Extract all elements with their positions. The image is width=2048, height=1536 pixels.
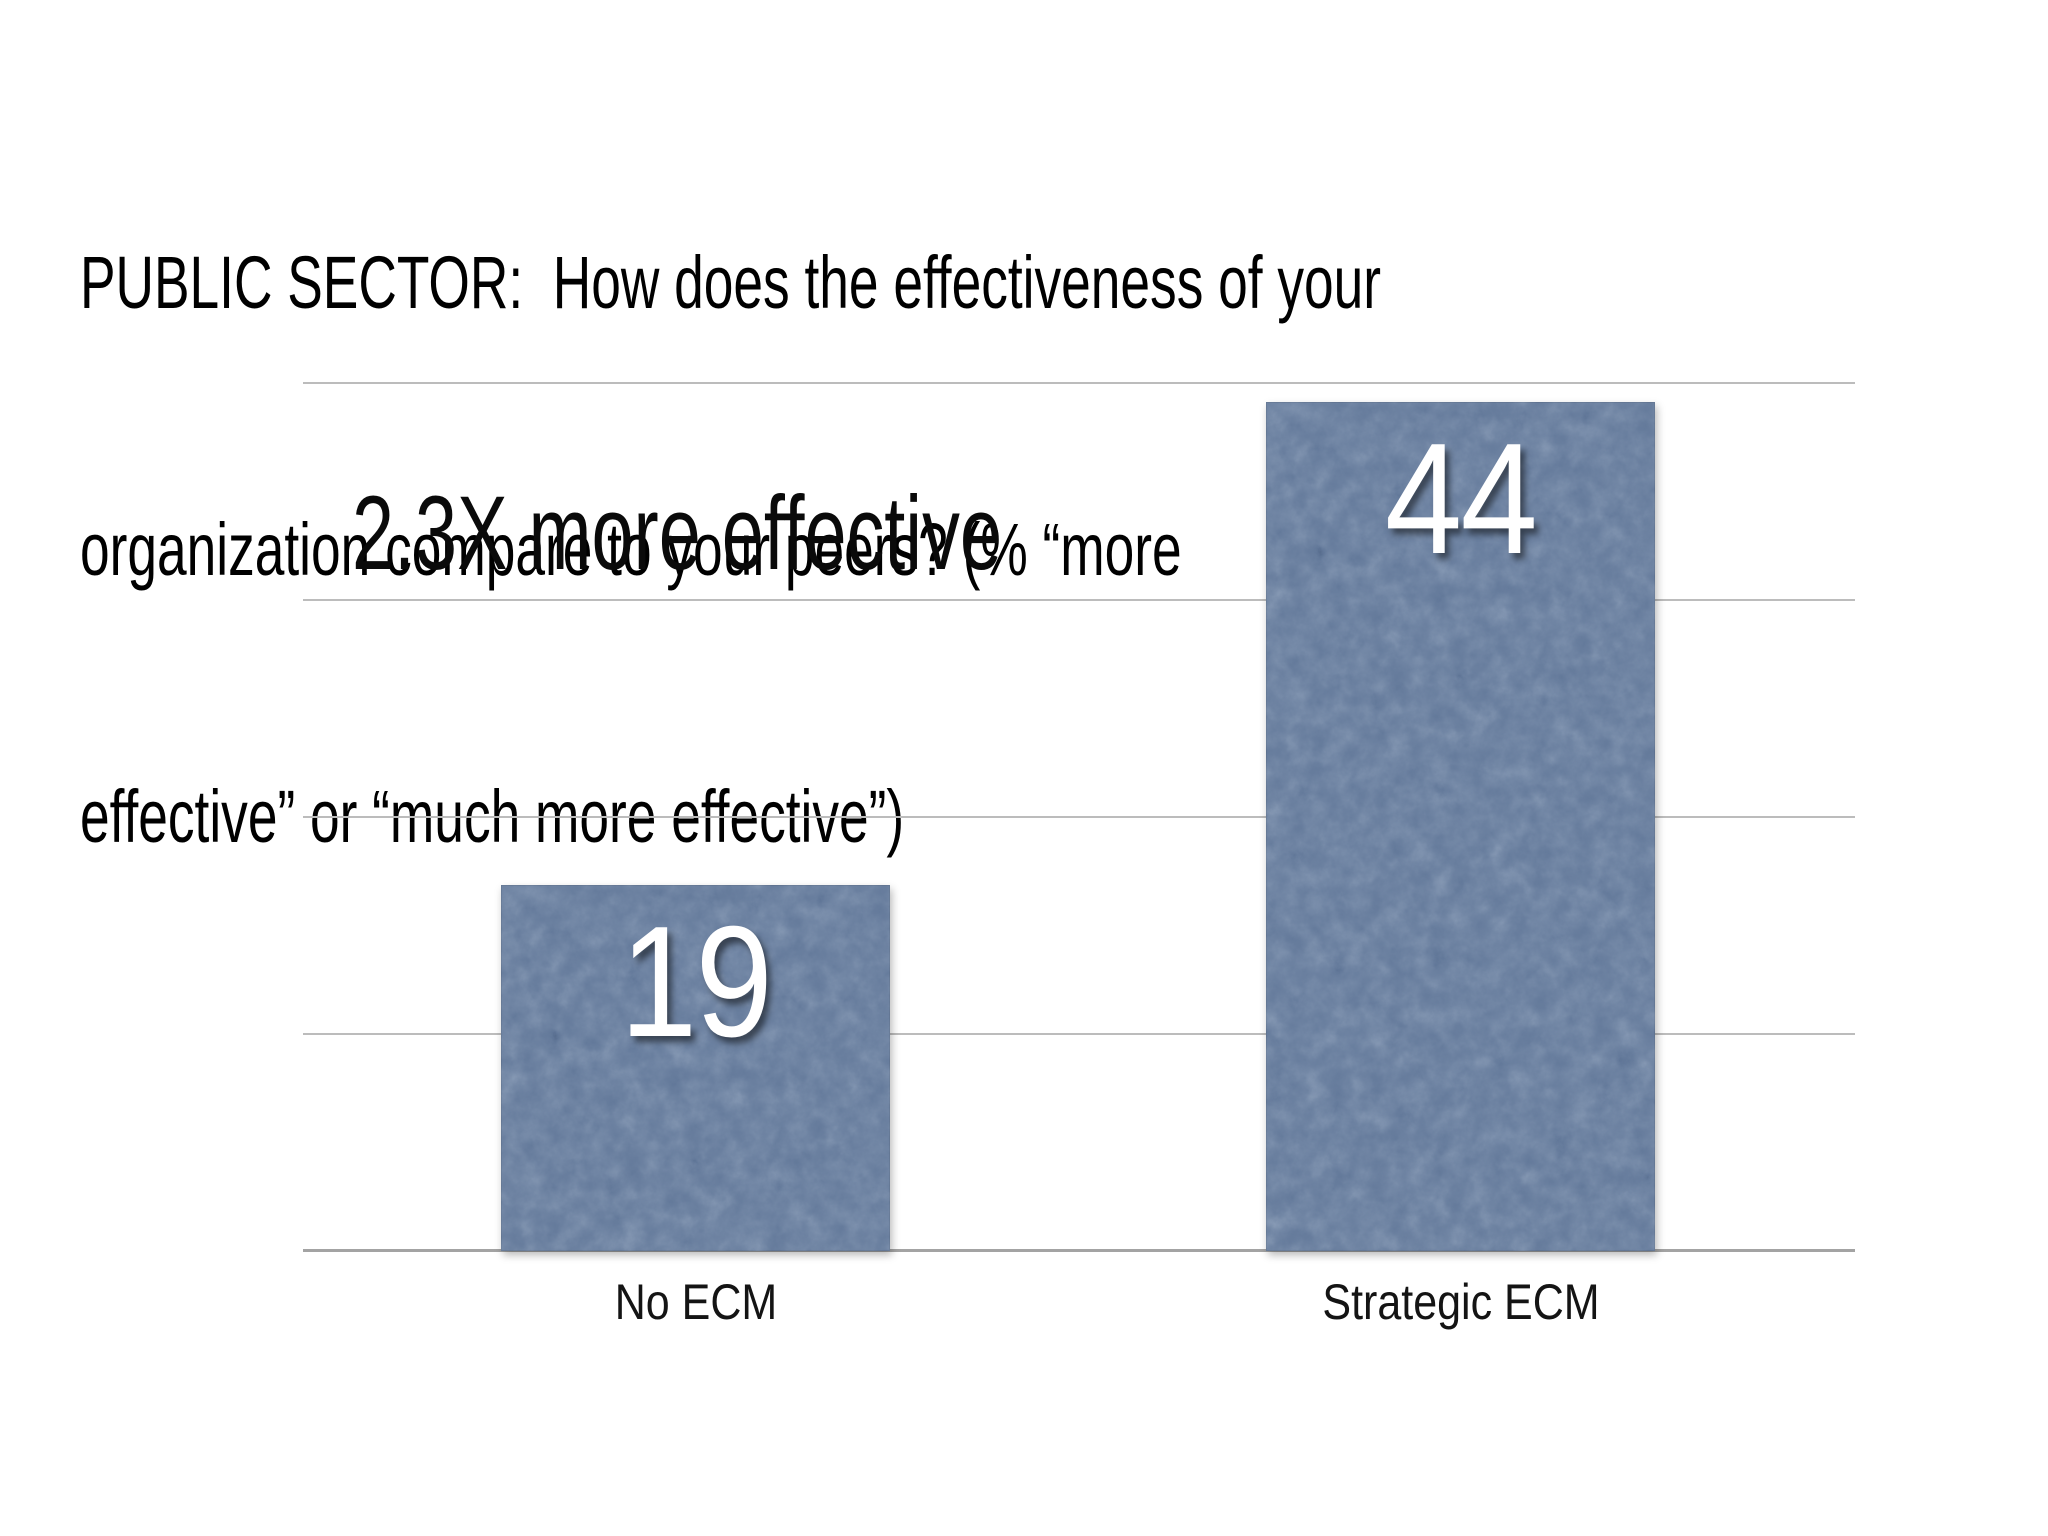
bar-no-ecm: 19 [501, 884, 891, 1251]
slide-title: PUBLIC SECTOR: How does the effectivenes… [80, 60, 1506, 1039]
bar-value-label-strategic-ecm: 44 [1385, 411, 1538, 588]
bar-strategic-ecm: 44 [1266, 402, 1656, 1251]
slide-title-line-1: PUBLIC SECTOR: How does the effectivenes… [80, 241, 1382, 324]
slide-title-line-2: organization compare to your peers? (% “… [80, 508, 1182, 591]
gridline [303, 382, 1855, 384]
x-axis-label-strategic-ecm: Strategic ECM [1322, 1274, 1600, 1330]
bar-value-label-no-ecm: 19 [620, 893, 773, 1070]
gridline [303, 599, 1855, 601]
chart-annotation: 2.3X more effective [352, 475, 1002, 592]
bar-chart-plot-area: 19 44 [303, 382, 1855, 1252]
x-axis-baseline [303, 1249, 1855, 1252]
gridline [303, 816, 1855, 818]
x-axis-label-no-ecm: No ECM [614, 1274, 778, 1330]
gridline [303, 1033, 1855, 1035]
